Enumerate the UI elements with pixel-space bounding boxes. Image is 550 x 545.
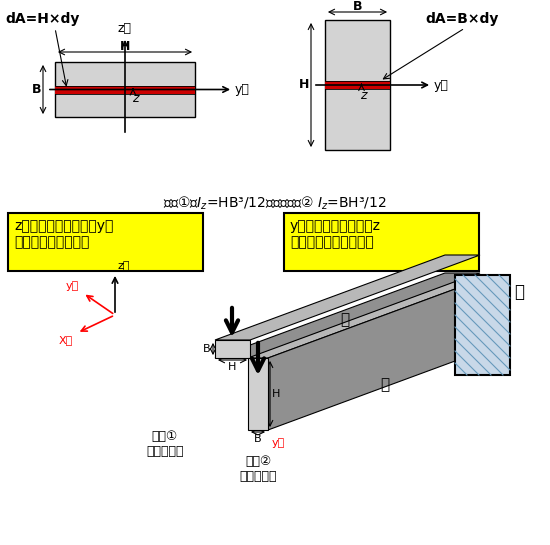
Polygon shape: [215, 273, 480, 358]
Text: z軸に対し、横方向（y方
向）に拡がった断面: z軸に対し、横方向（y方 向）に拡がった断面: [14, 219, 113, 249]
Text: 断面②
曲げにくい: 断面② 曲げにくい: [239, 455, 277, 483]
Text: y軸: y軸: [235, 83, 250, 96]
Text: y軸: y軸: [272, 438, 285, 448]
Polygon shape: [248, 358, 268, 430]
Text: H: H: [228, 362, 236, 372]
Text: z: z: [132, 93, 138, 106]
Polygon shape: [268, 275, 493, 430]
Text: 壁: 壁: [514, 283, 524, 301]
Text: B: B: [31, 83, 41, 96]
Polygon shape: [215, 255, 480, 340]
Bar: [284, 213, 479, 271]
Text: y軸: y軸: [434, 78, 449, 92]
Text: H: H: [299, 78, 309, 92]
Text: B: B: [353, 0, 362, 13]
Text: 鉄: 鉄: [340, 312, 350, 328]
Text: z軸: z軸: [117, 261, 129, 271]
Text: z: z: [360, 89, 367, 102]
Text: y軸: y軸: [66, 281, 79, 291]
Text: 断面①
曲げやすい: 断面① 曲げやすい: [146, 430, 184, 458]
Bar: [55, 86, 195, 94]
Text: H: H: [272, 389, 280, 399]
Bar: [8, 213, 203, 271]
Polygon shape: [248, 275, 493, 358]
Text: dA=B×dy: dA=B×dy: [425, 12, 498, 26]
Text: B: B: [254, 434, 262, 444]
Polygon shape: [215, 340, 250, 358]
Text: 断面①　$I_z$=HB³/12　＜　断面② $I_z$=BH³/12: 断面① $I_z$=HB³/12 ＜ 断面② $I_z$=BH³/12: [163, 195, 387, 211]
Text: H: H: [120, 40, 130, 53]
Bar: [55, 62, 195, 117]
Text: z軸: z軸: [118, 22, 132, 35]
Text: 鉄: 鉄: [381, 378, 389, 392]
Bar: [325, 81, 390, 89]
Bar: [455, 275, 510, 375]
Text: B: B: [204, 344, 211, 354]
Text: dA=H×dy: dA=H×dy: [5, 12, 79, 26]
Text: X軸: X軸: [59, 335, 73, 345]
Bar: [325, 20, 390, 150]
Text: y軸に対し、縦方向（z
方向）に拡がった断面: y軸に対し、縦方向（z 方向）に拡がった断面: [290, 219, 381, 249]
